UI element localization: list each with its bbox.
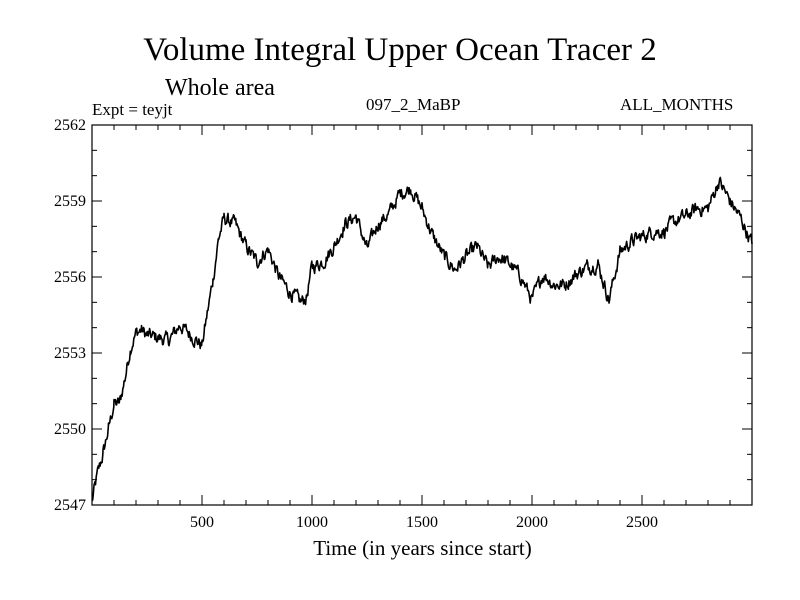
plot-frame xyxy=(91,124,753,506)
x-tick-label: 1000 xyxy=(296,514,328,531)
axis-ticks xyxy=(92,124,752,506)
x-tick-label: 2000 xyxy=(516,514,548,531)
y-tick-label: 2547 xyxy=(54,497,86,514)
experiment-label: Expt = teyjt xyxy=(92,100,173,119)
x-axis-label: Time (in years since start) xyxy=(313,536,532,560)
x-tick-label: 1500 xyxy=(406,514,438,531)
y-tick-label: 2553 xyxy=(54,345,86,362)
x-tick-label: 2500 xyxy=(626,514,658,531)
y-tick-label: 2559 xyxy=(54,193,86,210)
y-tick-label: 2562 xyxy=(54,117,86,134)
chart-subtitle: Whole area xyxy=(165,75,275,101)
run-id-label: 097_2_MaBP xyxy=(366,95,461,114)
months-label: ALL_MONTHS xyxy=(620,95,734,114)
series-line xyxy=(91,176,753,502)
y-tick-label: 2550 xyxy=(54,421,86,438)
tick-labels: 2547 2550 2553 2556 2559 2562 500 1000 1500 2000 2… xyxy=(54,117,658,531)
x-tick-label: 500 xyxy=(190,514,214,531)
y-tick-label: 2556 xyxy=(54,269,86,286)
chart-title: Volume Integral Upper Ocean Tracer 2 xyxy=(143,32,657,68)
